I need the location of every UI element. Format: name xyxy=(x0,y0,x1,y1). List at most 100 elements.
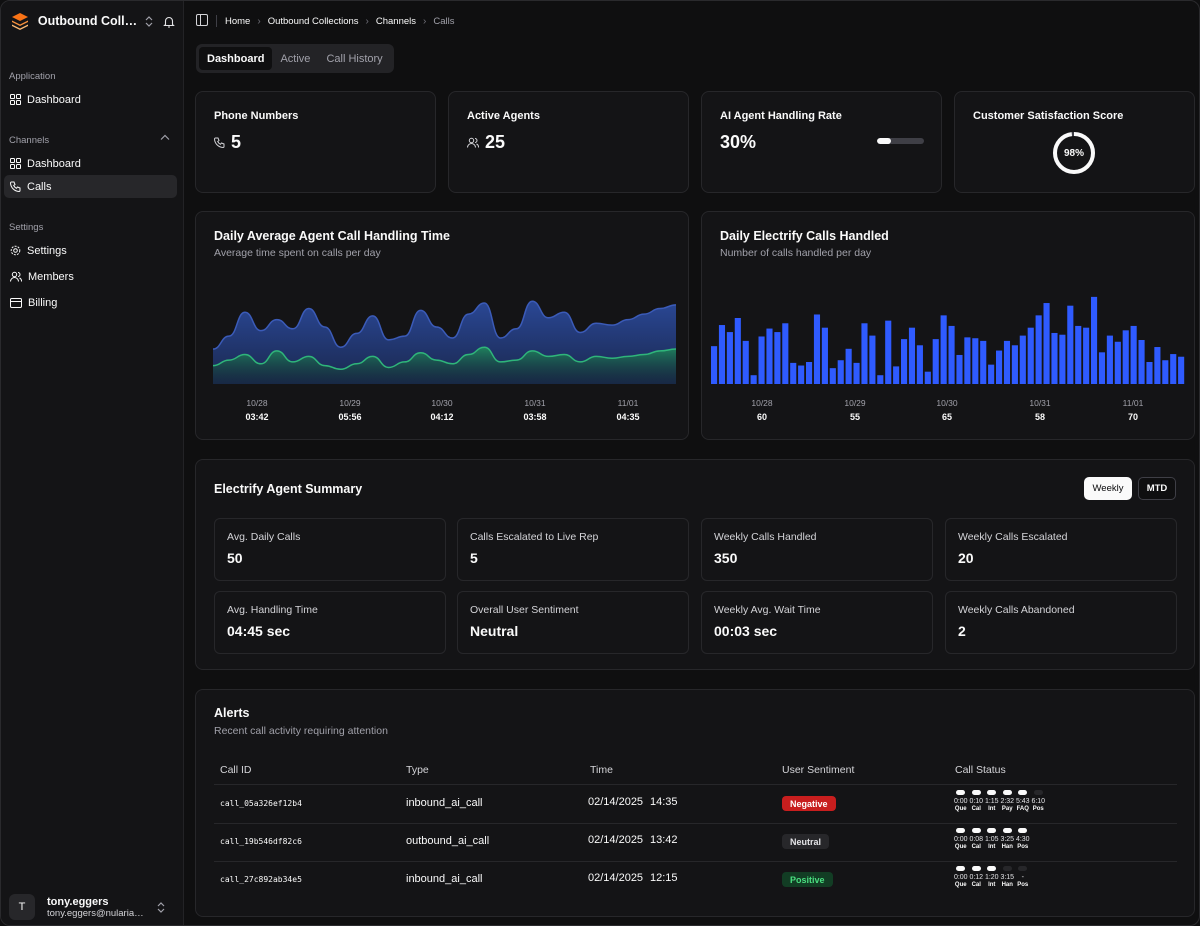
x-tick-value: 58 xyxy=(1034,412,1045,422)
x-tick-date: 10/31 xyxy=(524,398,546,408)
bell-icon[interactable] xyxy=(163,15,175,28)
stat-card: Calls Escalated to Live Rep 5 xyxy=(457,518,689,581)
bar xyxy=(1122,330,1129,384)
status-step: 1:20 Int xyxy=(984,866,1000,888)
x-tick-value: 04:35 xyxy=(616,412,640,422)
tab-dashboard[interactable]: Dashboard xyxy=(199,47,273,70)
progress-bar xyxy=(877,138,924,144)
bar xyxy=(1106,335,1113,384)
sidebar-item-billing[interactable]: Billing xyxy=(4,291,177,314)
area-chart xyxy=(212,300,677,384)
sidebar-toggle-icon[interactable] xyxy=(196,13,208,29)
status-pill xyxy=(1018,790,1028,795)
csat-ring xyxy=(1053,132,1095,174)
sidebar-item-label: Calls xyxy=(27,180,52,193)
status-pill xyxy=(987,790,997,795)
status-step-label: Han xyxy=(1001,844,1013,850)
bar xyxy=(964,337,971,384)
bar xyxy=(790,362,797,384)
sidebar-item-label: Dashboard xyxy=(27,93,81,106)
bar xyxy=(885,320,892,384)
x-tick-value: 55 xyxy=(849,412,860,422)
stat-card: Avg. Handling Time 04:45 sec xyxy=(214,591,446,654)
phone-icon xyxy=(10,181,21,192)
status-step: 5:43 FAQ xyxy=(1015,790,1031,812)
status-step-time: 1:05 xyxy=(984,836,999,843)
kpi-title: Active Agents xyxy=(467,110,540,122)
status-step-label: Int xyxy=(988,806,996,812)
column-header: Time xyxy=(590,764,613,776)
bar xyxy=(1146,362,1153,384)
status-step: 0:00 Que xyxy=(953,866,969,888)
status-step-time: 3:15 xyxy=(1000,874,1015,881)
bar xyxy=(1178,356,1185,384)
bar xyxy=(948,325,955,384)
bar xyxy=(853,362,860,384)
bar xyxy=(1027,327,1034,384)
x-tick-date: 10/30 xyxy=(431,398,453,408)
tab-call-history[interactable]: Call History xyxy=(326,52,383,65)
bar xyxy=(916,345,923,384)
user-menu[interactable]: T tony.eggers tony.eggers@nularian.com xyxy=(9,894,175,920)
stat-value: Neutral xyxy=(470,623,519,639)
bar xyxy=(726,332,733,384)
sidebar-item-calls[interactable]: Calls xyxy=(4,175,177,198)
kpi-value: 5 xyxy=(231,132,242,152)
breadcrumb-home[interactable]: Home xyxy=(225,15,251,27)
status-pill xyxy=(1033,790,1043,795)
divider xyxy=(216,15,217,27)
call-type: inbound_ai_call xyxy=(406,873,483,885)
sentiment-badge: Negative xyxy=(782,796,836,811)
status-pill xyxy=(1018,866,1028,871)
bar xyxy=(1162,360,1169,384)
sidebar-item-channels-dashboard[interactable]: Dashboard xyxy=(4,152,177,175)
bar xyxy=(845,348,852,384)
sidebar-item-members[interactable]: Members xyxy=(4,265,177,288)
status-pill xyxy=(1002,866,1012,871)
bar xyxy=(861,323,868,384)
column-header: User Sentiment xyxy=(782,764,855,776)
breadcrumb-channels[interactable]: Channels xyxy=(375,15,417,27)
call-id[interactable]: call_27c892ab34e5 xyxy=(220,875,302,884)
tab-active[interactable]: Active xyxy=(280,52,311,65)
team-switcher[interactable]: Outbound Collections xyxy=(9,9,175,33)
call-date: 02/14/2025 xyxy=(588,834,644,846)
status-pill xyxy=(1018,828,1028,833)
toggle-weekly[interactable]: Weekly xyxy=(1084,477,1132,500)
status-pill xyxy=(1002,790,1012,795)
status-pill xyxy=(956,828,966,833)
bar xyxy=(711,346,718,384)
kpi-csat: Customer Satisfaction Score 98% xyxy=(954,91,1195,193)
stat-value: 20 xyxy=(958,550,974,566)
column-header: Type xyxy=(406,764,429,776)
x-tick-value: 03:58 xyxy=(523,412,547,422)
sidebar-item-app-dashboard[interactable]: Dashboard xyxy=(4,88,177,111)
sidebar-item-settings[interactable]: Settings xyxy=(4,239,177,262)
area-series-2 xyxy=(213,347,676,384)
bar xyxy=(924,371,931,384)
team-name: Outbound Collections xyxy=(37,14,141,28)
chevron-right-icon: › xyxy=(423,15,427,27)
bar xyxy=(837,360,844,384)
call-id[interactable]: call_05a326ef12b4 xyxy=(220,799,302,808)
call-date: 02/14/2025 xyxy=(588,872,644,884)
bar xyxy=(1043,303,1050,384)
status-step: 3:25 Han xyxy=(1000,828,1016,850)
call-id[interactable]: call_19b546df82c6 xyxy=(220,837,302,846)
bar xyxy=(932,339,939,384)
bar xyxy=(908,327,916,384)
sidebar-item-label: Billing xyxy=(28,296,58,309)
call-time: 12:15 xyxy=(650,872,678,884)
chart-handling-time: Daily Average Agent Call Handling Time A… xyxy=(195,211,689,440)
stat-card: Weekly Calls Escalated 20 xyxy=(945,518,1177,581)
chevron-up-icon[interactable] xyxy=(160,134,170,141)
status-step-label: Pay xyxy=(1001,806,1013,812)
status-step: 1:05 Int xyxy=(984,828,1000,850)
toggle-mtd[interactable]: MTD xyxy=(1138,477,1176,500)
breadcrumb-team[interactable]: Outbound Collections xyxy=(267,15,359,27)
column-header: Call ID xyxy=(220,764,252,776)
bar xyxy=(821,327,828,384)
gear-icon xyxy=(10,245,21,256)
sidebar: Outbound Collections Application Dashboa… xyxy=(1,1,184,925)
bar xyxy=(980,340,987,384)
